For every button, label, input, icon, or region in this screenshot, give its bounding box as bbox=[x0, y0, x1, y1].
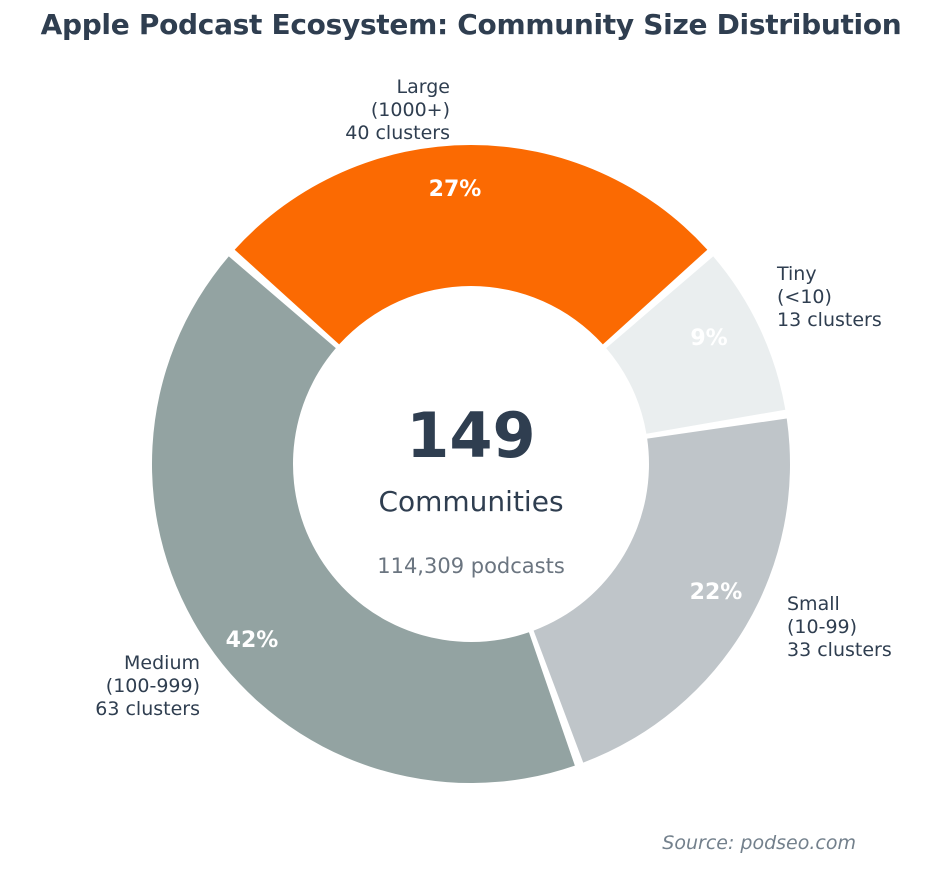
label-small: Small (10-99) 33 clusters bbox=[787, 593, 892, 662]
label-medium: Medium (100-999) 63 clusters bbox=[95, 652, 200, 721]
label-large-clusters: 40 clusters bbox=[345, 122, 450, 144]
chart-title: Apple Podcast Ecosystem: Community Size … bbox=[40, 8, 902, 41]
label-tiny: Tiny (<10) 13 clusters bbox=[777, 263, 882, 332]
label-small-range: (10-99) bbox=[787, 616, 858, 638]
label-tiny-clusters: 13 clusters bbox=[777, 309, 882, 331]
label-medium-name: Medium bbox=[124, 652, 200, 674]
center-label: Communities bbox=[378, 485, 563, 518]
source-note: Source: podseo.com bbox=[662, 832, 856, 854]
label-large: Large (1000+) 40 clusters bbox=[345, 76, 450, 145]
slice-percent-tiny: 9% bbox=[690, 326, 727, 351]
slice-medium[interactable] bbox=[151, 256, 575, 784]
slice-percent-medium: 42% bbox=[226, 628, 279, 653]
slice-percent-small: 22% bbox=[690, 580, 743, 605]
label-tiny-range: (<10) bbox=[777, 286, 832, 308]
label-medium-clusters: 63 clusters bbox=[95, 698, 200, 720]
donut-slices bbox=[151, 144, 791, 784]
slice-tiny[interactable] bbox=[606, 256, 786, 434]
slice-percent-labels: 27% 9% 22% 42% bbox=[226, 177, 743, 653]
label-large-range: (1000+) bbox=[370, 99, 450, 121]
center-value: 149 bbox=[406, 399, 535, 472]
label-medium-range: (100-999) bbox=[105, 675, 200, 697]
slice-large[interactable] bbox=[234, 144, 708, 345]
label-small-name: Small bbox=[787, 593, 840, 615]
label-small-clusters: 33 clusters bbox=[787, 639, 892, 661]
slice-small[interactable] bbox=[533, 418, 791, 763]
center-sublabel: 114,309 podcasts bbox=[377, 554, 565, 578]
label-tiny-name: Tiny bbox=[777, 263, 817, 285]
donut-center-text: 149 Communities 114,309 podcasts bbox=[377, 399, 565, 578]
slice-percent-large: 27% bbox=[429, 177, 482, 202]
label-large-name: Large bbox=[396, 76, 450, 98]
